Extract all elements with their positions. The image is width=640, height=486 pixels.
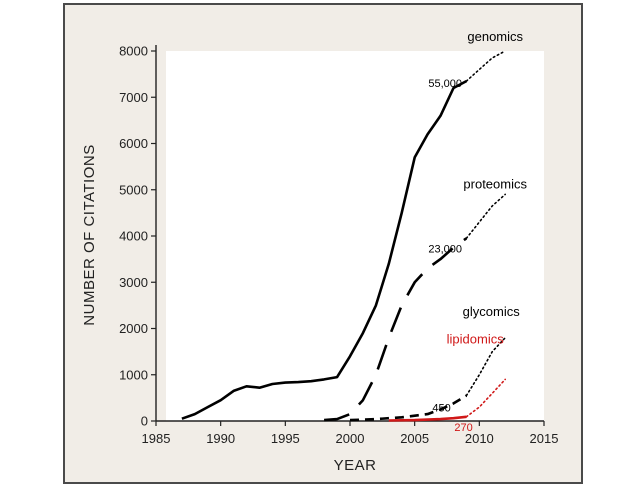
x-tick-label: 2005 — [400, 431, 429, 446]
x-tick-label: 1985 — [142, 431, 171, 446]
genomics-projection-line — [465, 50, 506, 82]
labels-layer: genomics 55,000 proteomics 23,000 glycomics 4… — [428, 29, 527, 434]
y-tick-label: 4000 — [119, 229, 148, 244]
lipidomics-line — [388, 415, 467, 422]
glycomics-projection-line — [465, 337, 506, 397]
x-tick-label: 1995 — [271, 431, 300, 446]
proteomics-projection-line — [465, 193, 506, 240]
y-tick-label: 0 — [141, 414, 148, 429]
y-tick-label: 6000 — [119, 136, 148, 151]
genomics-series-label: genomics — [467, 29, 523, 44]
proteomics-line — [324, 237, 468, 422]
citations-chart: 0 1000 2000 3000 4000 5000 6000 7000 8000 1985 199… — [81, 29, 558, 474]
series-layer — [181, 50, 506, 422]
proteomics-end-label: 23,000 — [428, 243, 462, 255]
y-axis-title: NUMBER OF CITATIONS — [81, 144, 98, 325]
y-tick-label: 7000 — [119, 90, 148, 105]
x-tick-label: 2015 — [530, 431, 559, 446]
plot-area — [166, 51, 544, 421]
x-tick-label: 2010 — [465, 431, 494, 446]
y-tick-label: 3000 — [119, 275, 148, 290]
lipidomics-end-label: 270 — [454, 422, 472, 434]
x-axis-title: YEAR — [334, 457, 377, 474]
lipidomics-series-label: lipidomics — [447, 331, 505, 346]
glycomics-line — [349, 394, 468, 422]
glycomics-series-label: glycomics — [463, 304, 521, 319]
genomics-end-label: 55,000 — [428, 78, 462, 90]
lipidomics-projection-line — [465, 378, 506, 418]
proteomics-series-label: proteomics — [463, 176, 527, 191]
axes: 0 1000 2000 3000 4000 5000 6000 7000 8000 1985 199… — [119, 44, 558, 447]
y-tick-label: 2000 — [119, 321, 148, 336]
x-tick-label: 2000 — [336, 431, 365, 446]
chart-frame: 0 1000 2000 3000 4000 5000 6000 7000 8000 1985 199… — [63, 3, 583, 484]
y-tick-label: 5000 — [119, 182, 148, 197]
glycomics-end-label: 450 — [432, 403, 450, 415]
x-tick-label: 1990 — [206, 431, 235, 446]
genomics-line — [181, 79, 468, 420]
y-tick-label: 8000 — [119, 44, 148, 59]
y-tick-label: 1000 — [119, 367, 148, 382]
